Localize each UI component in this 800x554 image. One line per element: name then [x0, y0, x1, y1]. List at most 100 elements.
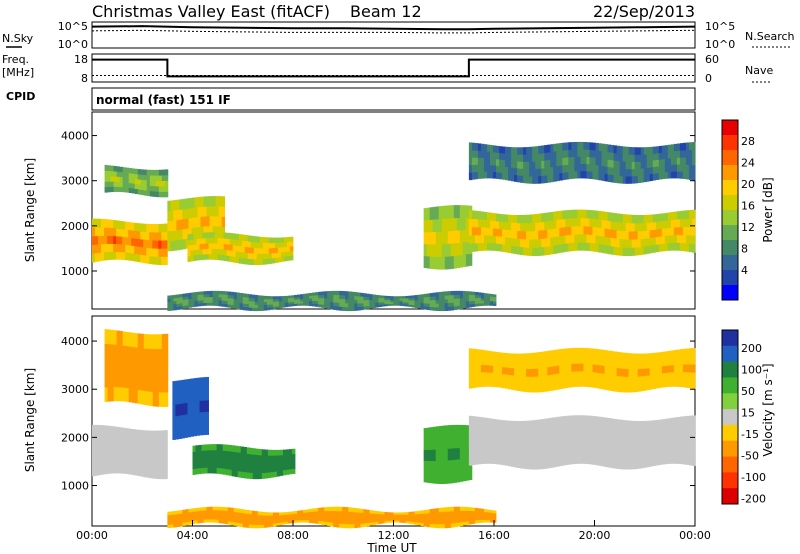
- heatmap-cell: [486, 219, 491, 228]
- heatmap-cell: [233, 515, 238, 519]
- heatmap-cell: [170, 511, 174, 515]
- heatmap-cell: [230, 518, 235, 522]
- heatmap-cell: [258, 472, 263, 480]
- heatmap-cell: [679, 171, 684, 179]
- heatmap-cell: [526, 449, 530, 460]
- heatmap-cell: [149, 440, 153, 450]
- heatmap-cell: [107, 343, 111, 359]
- heatmap-cell: [179, 209, 183, 220]
- heatmap-cell: [456, 506, 461, 512]
- heatmap-cell: [456, 436, 461, 449]
- heatmap-cell: [214, 237, 219, 244]
- velocity-colorbar-tick: 50: [741, 385, 755, 398]
- heatmap-cell: [128, 182, 133, 189]
- heatmap-cell: [137, 179, 142, 185]
- heatmap-cell: [351, 515, 355, 521]
- heatmap-cell: [122, 436, 126, 447]
- heatmap-cell: [646, 237, 651, 247]
- heatmap-cell: [643, 160, 648, 169]
- heatmap-cell: [221, 196, 226, 207]
- heatmap-cell: [468, 142, 473, 151]
- heatmap-cell: [287, 514, 292, 517]
- heatmap-cell: [523, 238, 527, 248]
- heatmap-cell: [309, 511, 313, 515]
- heatmap-cell: [363, 306, 367, 310]
- heatmap-cell: [514, 430, 518, 440]
- heatmap-cell: [254, 307, 259, 312]
- heatmap-cell: [283, 256, 288, 262]
- heatmap-cell: [523, 230, 527, 240]
- heatmap-cell: [300, 298, 304, 302]
- heatmap-cell: [574, 444, 578, 455]
- heatmap-cell: [231, 457, 236, 465]
- heatmap-cell: [363, 293, 367, 297]
- heatmap-cell: [116, 386, 121, 402]
- heatmap-cell: [278, 519, 283, 523]
- heatmap-cell: [164, 348, 169, 364]
- heatmap-cell: [496, 365, 500, 374]
- heatmap-cell: [462, 469, 467, 482]
- heatmap-cell: [505, 447, 509, 457]
- heatmap-cell: [176, 297, 180, 301]
- heatmap-cell: [589, 415, 593, 426]
- heatmap-cell: [252, 460, 257, 467]
- heatmap-cell: [673, 157, 678, 165]
- heatmap-cell: [378, 521, 382, 524]
- heatmap-cell: [202, 377, 206, 390]
- heatmap-cell: [297, 296, 301, 300]
- heatmap-cell: [221, 294, 226, 298]
- heatmap-cell: [559, 364, 563, 374]
- heatmap-cell: [234, 451, 239, 459]
- heatmap-cell: [480, 234, 485, 244]
- heatmap-cell: [241, 240, 246, 247]
- heatmap-cell: [661, 220, 666, 229]
- heatmap-cell: [426, 523, 431, 528]
- heatmap-cell: [682, 435, 687, 446]
- heatmap-cell: [287, 516, 292, 520]
- heatmap-cell: [423, 471, 428, 483]
- heatmap-cell: [468, 520, 473, 525]
- heatmap-cell: [613, 246, 618, 256]
- heatmap-cell: [197, 216, 201, 227]
- heatmap-cell: [613, 375, 618, 384]
- heatmap-cell: [218, 302, 223, 307]
- heatmap-cell: [229, 255, 234, 263]
- heatmap-cell: [450, 506, 455, 512]
- heatmap-cell: [227, 507, 232, 512]
- heatmap-cell: [459, 518, 464, 523]
- heatmap-cell: [616, 145, 621, 154]
- heatmap-cell: [682, 218, 687, 228]
- sky-left-tick-bottom: 10^0: [58, 38, 88, 51]
- heatmap-cell: [532, 214, 536, 223]
- heatmap-cell: [287, 295, 292, 299]
- heatmap-cell: [523, 222, 527, 232]
- heatmap-cell: [511, 214, 515, 223]
- heatmap-cell: [595, 435, 599, 446]
- heatmap-cell: [167, 298, 171, 302]
- heatmap-cell: [233, 298, 238, 303]
- heatmap-cell: [290, 301, 295, 305]
- heatmap-cell: [110, 251, 114, 260]
- heatmap-cell: [327, 518, 331, 523]
- heatmap-cell: [239, 292, 244, 297]
- heatmap-cell: [474, 303, 479, 307]
- heatmap-cell: [652, 166, 657, 174]
- heatmap-cell: [423, 231, 428, 245]
- heatmap-cell: [420, 297, 425, 301]
- heatmap-cell: [625, 239, 630, 248]
- heatmap-cell: [315, 511, 319, 515]
- heatmap-cell: [583, 444, 587, 455]
- heatmap-cell: [511, 230, 515, 239]
- heatmap-cell: [116, 181, 121, 187]
- heatmap-cell: [215, 293, 220, 298]
- heatmap-cell: [679, 150, 684, 158]
- heatmap-cell: [574, 453, 578, 464]
- heatmap-cell: [113, 235, 117, 245]
- heatmap-cell: [607, 350, 611, 359]
- heatmap-cell: [592, 364, 596, 373]
- heatmap-cell: [474, 292, 479, 296]
- heatmap-cell: [212, 293, 217, 298]
- heatmap-cell: [170, 230, 174, 242]
- heatmap-cell: [158, 430, 162, 441]
- heatmap-cell: [502, 455, 506, 466]
